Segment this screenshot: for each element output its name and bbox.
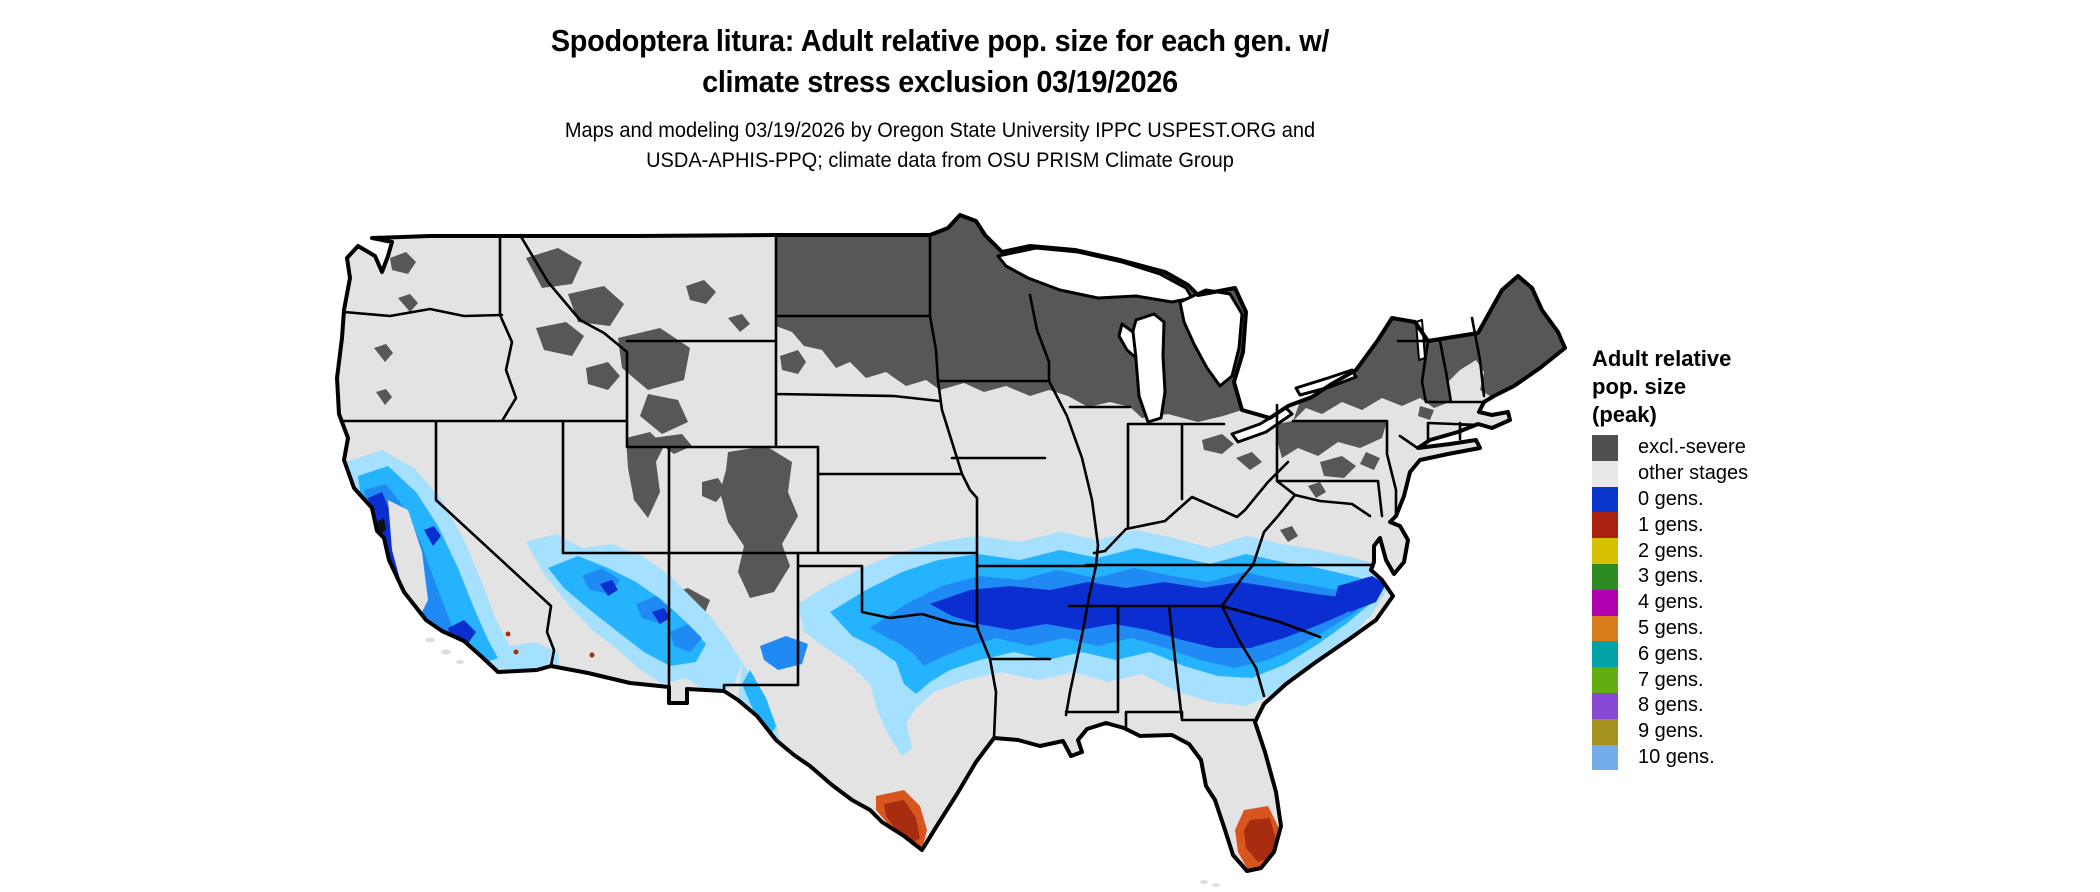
- legend-swatch-1-gens: [1592, 512, 1618, 539]
- legend-swatch-excl-severe: [1592, 435, 1618, 461]
- green-bay: [1117, 322, 1138, 360]
- legend-row-4-gens: 4 gens.: [1592, 589, 1892, 616]
- legend-title-line1: Adult relative: [1592, 346, 1732, 371]
- map-subtitle-line2: USDA-APHIS-PPQ; climate data from OSU PR…: [646, 148, 1234, 172]
- legend-label: 7 gens.: [1638, 668, 1704, 691]
- legend-swatch-0-gens: [1592, 486, 1618, 513]
- legend-swatch-10-gens: [1592, 744, 1618, 771]
- subtitle-block: Maps and modeling 03/19/2026 by Oregon S…: [66, 115, 1814, 175]
- map-title-line1: Spodoptera litura: Adult relative pop. s…: [550, 23, 1330, 58]
- legend-row-9-gens: 9 gens.: [1592, 718, 1892, 745]
- legend-swatch-3-gens: [1592, 563, 1618, 590]
- legend-label: 4 gens.: [1638, 591, 1704, 614]
- legend-swatch-2-gens: [1592, 538, 1618, 564]
- offshore-islands: [425, 637, 1220, 887]
- legend-swatch-7-gens: [1592, 667, 1618, 693]
- legend-row-other-stages: other stages: [1592, 460, 1892, 487]
- state-borders: [340, 233, 1486, 740]
- lake-huron: [1178, 288, 1244, 388]
- legend-row-7-gens: 7 gens.: [1592, 667, 1892, 693]
- legend: Adult relative pop. size (peak) excl.-se…: [1592, 345, 1892, 771]
- legend-label: excl.-severe: [1638, 436, 1746, 459]
- legend-row-excl-severe: excl.-severe: [1592, 435, 1892, 461]
- legend-row-6-gens: 6 gens.: [1592, 641, 1892, 668]
- gen1-red-layer: [505, 631, 1280, 870]
- legend-row-3-gens: 3 gens.: [1592, 563, 1892, 590]
- title-block: Spodoptera litura: Adult relative pop. s…: [66, 20, 1814, 175]
- legend-swatch-5-gens: [1592, 615, 1618, 642]
- legend-items: excl.-severe other stages 0 gens. 1 gens…: [1592, 435, 1892, 771]
- lake-ontario: [1294, 368, 1358, 397]
- legend-label: 10 gens.: [1638, 745, 1715, 768]
- legend-row-8-gens: 8 gens.: [1592, 692, 1892, 719]
- country-outline: [335, 213, 1567, 873]
- legend-label: 8 gens.: [1638, 694, 1704, 717]
- legend-swatch-8-gens: [1592, 692, 1618, 719]
- legend-swatch-4-gens: [1592, 589, 1618, 616]
- legend-label: 5 gens.: [1638, 616, 1704, 639]
- legend-label: 2 gens.: [1638, 539, 1704, 562]
- legend-label: 0 gens.: [1638, 487, 1704, 510]
- legend-row-10-gens: 10 gens.: [1592, 744, 1892, 771]
- great-lakes: [996, 246, 1426, 444]
- legend-swatch-other-stages: [1592, 460, 1618, 487]
- central-valley-gap: [388, 500, 428, 616]
- legend-row-0-gens: 0 gens.: [1592, 486, 1892, 513]
- map-title-line2: climate stress exclusion 03/19/2026: [702, 64, 1178, 99]
- legend-title-line2: pop. size: [1592, 374, 1687, 399]
- sf-bay: [377, 518, 386, 534]
- legend-label: 3 gens.: [1638, 565, 1704, 588]
- us-choropleth-map: [330, 200, 1570, 892]
- us-map-svg: [335, 213, 1567, 887]
- legend-label: 1 gens.: [1638, 513, 1704, 536]
- map-subtitle-line1: Maps and modeling 03/19/2026 by Oregon S…: [564, 118, 1316, 142]
- legend-row-1-gens: 1 gens.: [1592, 512, 1892, 539]
- legend-row-5-gens: 5 gens.: [1592, 615, 1892, 642]
- legend-swatch-6-gens: [1592, 641, 1618, 668]
- legend-label: 6 gens.: [1638, 642, 1704, 665]
- legend-swatch-9-gens: [1592, 718, 1618, 745]
- legend-row-2-gens: 2 gens.: [1592, 538, 1892, 564]
- legend-title-line3: (peak): [1592, 402, 1657, 427]
- legend-label: other stages: [1638, 462, 1749, 485]
- legend-label: 9 gens.: [1638, 720, 1704, 743]
